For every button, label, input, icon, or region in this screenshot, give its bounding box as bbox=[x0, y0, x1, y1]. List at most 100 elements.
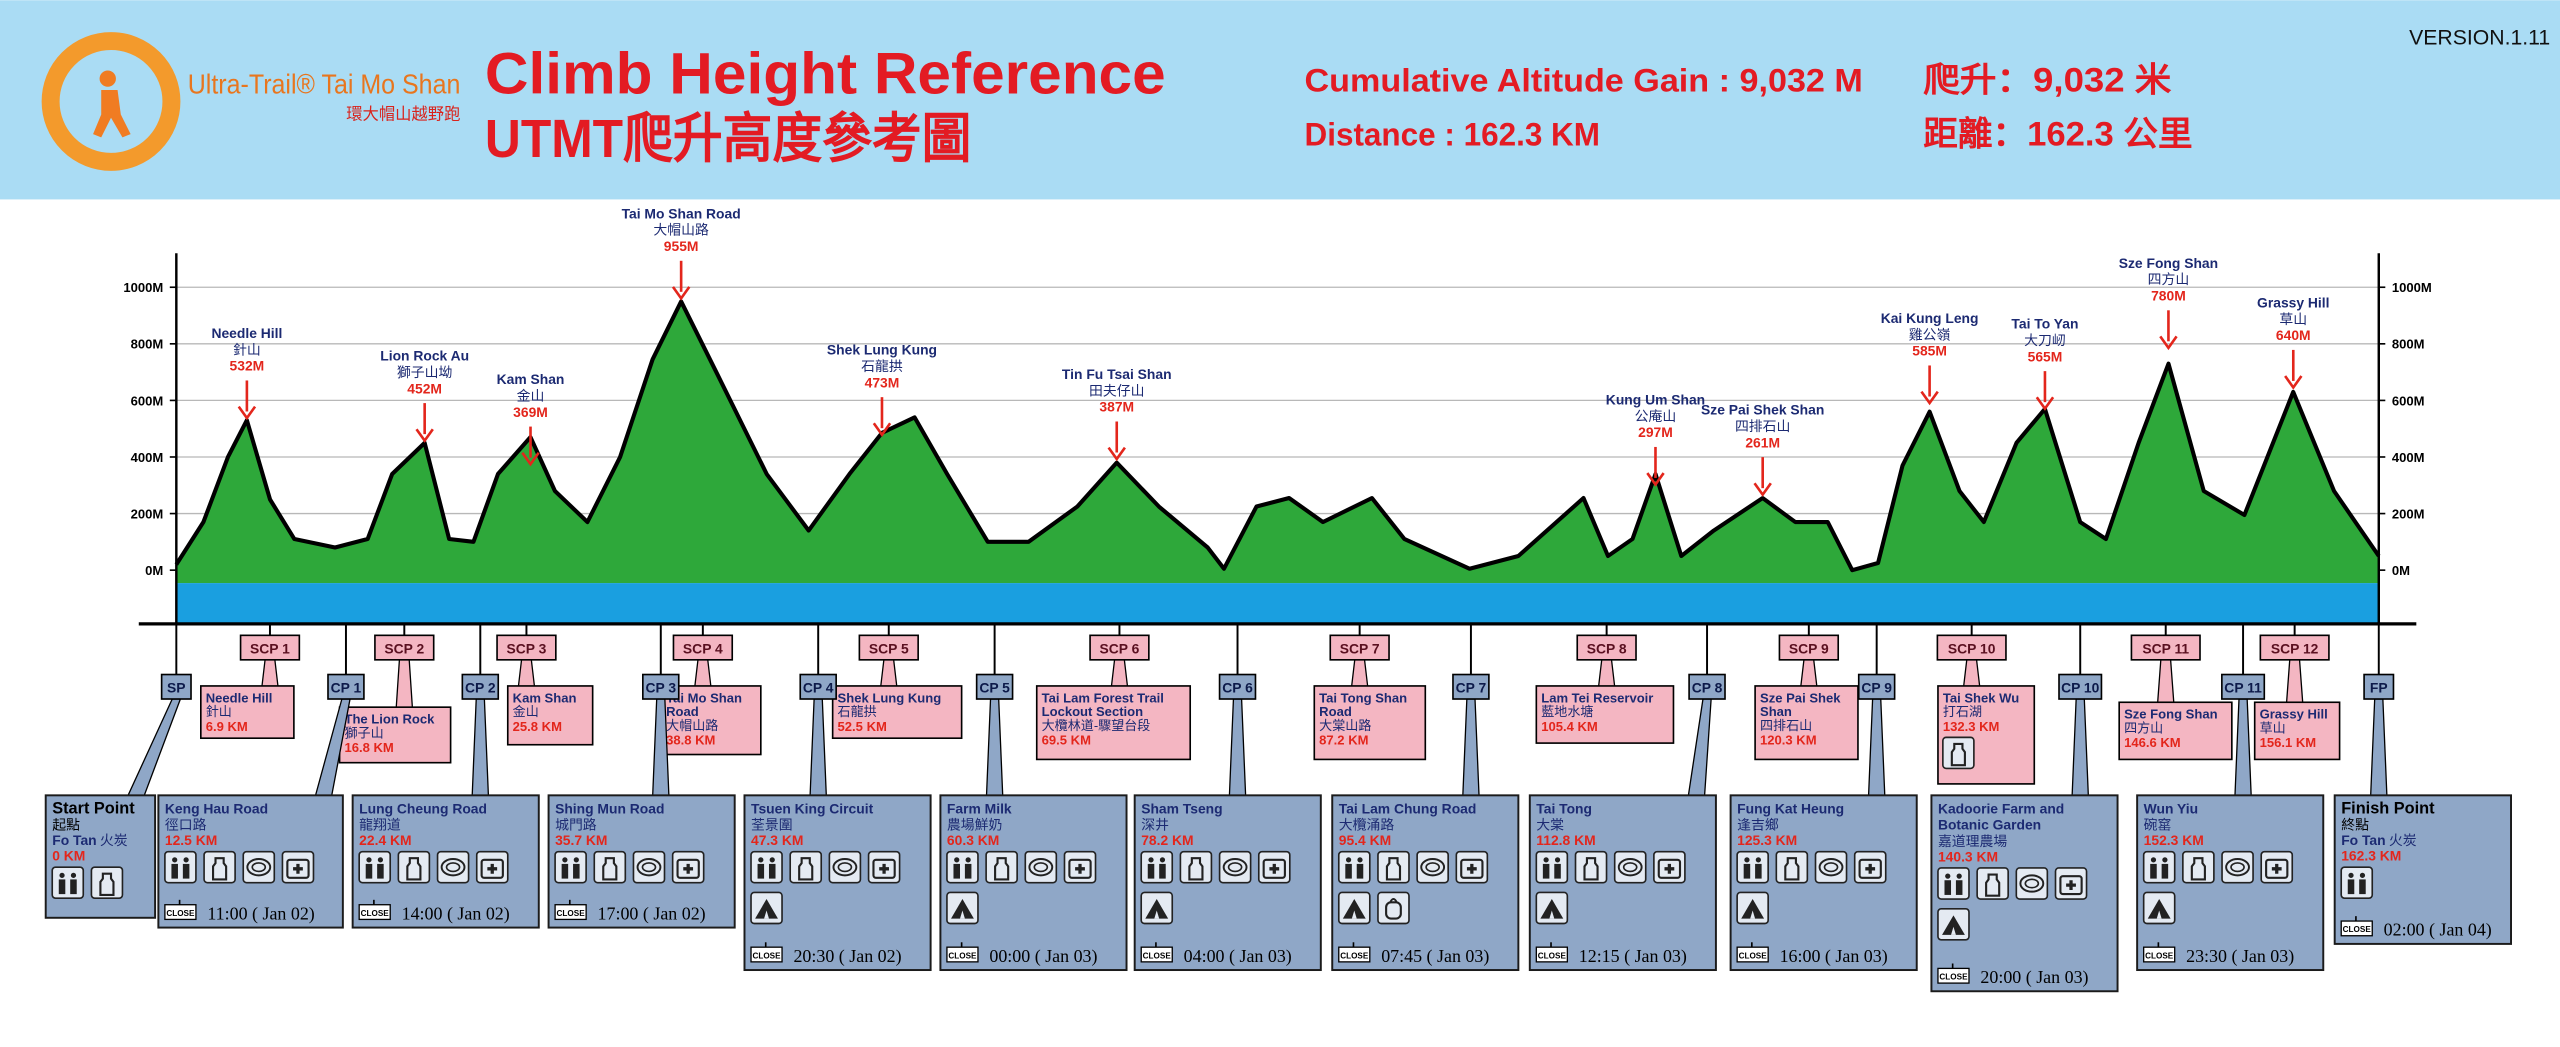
close-time: 23:30 ( Jan 03) bbox=[2186, 946, 2294, 967]
icon-part bbox=[246, 858, 272, 877]
cp-label-box bbox=[1218, 673, 1257, 700]
icon-frame bbox=[242, 850, 276, 884]
icon-food bbox=[632, 850, 666, 884]
close-sign bbox=[1535, 946, 1568, 963]
icon-frame bbox=[1179, 850, 1213, 884]
icon-toilet bbox=[358, 850, 392, 884]
icon-part bbox=[758, 857, 764, 863]
y-tick-label: 200M bbox=[131, 506, 164, 521]
close-time: 20:00 ( Jan 03) bbox=[1980, 967, 2088, 988]
icon-part bbox=[1549, 910, 1555, 919]
cp-place: Fo Tan bbox=[2341, 832, 2385, 848]
icon-part bbox=[1342, 899, 1366, 919]
cp-name-zh: 起點 bbox=[52, 817, 80, 833]
close-sign bbox=[164, 904, 197, 921]
icon-part bbox=[183, 857, 189, 863]
icon-med bbox=[867, 850, 901, 884]
close-label: CLOSE bbox=[948, 951, 977, 960]
logo-runner-head bbox=[99, 70, 116, 87]
icon-med bbox=[2260, 850, 2294, 884]
icon-part bbox=[2359, 879, 2366, 895]
icon-frame bbox=[2142, 850, 2176, 884]
cp-place-zh: 火炭 bbox=[100, 832, 128, 848]
scp-pointer bbox=[395, 659, 414, 710]
close-time: 20:30 ( Jan 02) bbox=[793, 946, 901, 967]
scp-box bbox=[1535, 685, 1675, 744]
icon-part bbox=[70, 872, 77, 878]
icon-part bbox=[960, 910, 965, 919]
cp-label-box bbox=[1452, 673, 1490, 700]
profile-line bbox=[174, 299, 2381, 573]
icon-frame bbox=[2182, 850, 2215, 884]
icon-part bbox=[1345, 857, 1352, 863]
cp-label: FP bbox=[2370, 679, 2388, 695]
close-time: 12:15 ( Jan 03) bbox=[1579, 946, 1687, 967]
cp-label: CP 9 bbox=[1861, 679, 1892, 695]
peak-marker bbox=[2284, 349, 2303, 390]
icon-toilet bbox=[2340, 866, 2374, 900]
icon-part bbox=[1159, 863, 1166, 879]
peak-altitude: 955M bbox=[664, 238, 699, 254]
icon-part bbox=[1985, 873, 2001, 897]
peak-arrow-head bbox=[237, 405, 257, 421]
icon-part bbox=[1951, 926, 1956, 935]
icon-part bbox=[768, 863, 776, 879]
peak-name-zh: 大刀屻 bbox=[2024, 332, 2066, 348]
icon-part bbox=[872, 858, 896, 879]
icon-frame bbox=[985, 850, 1018, 884]
icon-frame bbox=[1942, 736, 1975, 770]
scp-name-zh: 藍地水塘 bbox=[1541, 704, 1593, 719]
scp-distance: 105.4 KM bbox=[1541, 719, 1598, 734]
close-time: 16:00 ( Jan 03) bbox=[1780, 946, 1888, 967]
scp-pointer bbox=[1962, 659, 1981, 689]
icon-food bbox=[2221, 850, 2254, 884]
icon-frame bbox=[1775, 850, 1809, 884]
scp-name-zh: 大欖林道-驟望台段 bbox=[1042, 718, 1151, 733]
icon-frame bbox=[593, 850, 627, 884]
scp-pointer bbox=[261, 659, 279, 689]
peak-altitude: 585M bbox=[1912, 343, 1947, 359]
close-label: CLOSE bbox=[166, 909, 195, 918]
icon-part bbox=[757, 863, 765, 879]
scp-name-zh: 四方山 bbox=[2124, 720, 2163, 735]
icon-tent bbox=[2142, 891, 2176, 925]
icon-part bbox=[480, 858, 504, 879]
cp-distance: 95.4 KM bbox=[1339, 832, 1391, 848]
icon-part bbox=[2066, 880, 2076, 891]
peak-altitude: 297M bbox=[1638, 424, 1673, 440]
icon-part bbox=[440, 858, 466, 877]
y-tick-label: 600M bbox=[131, 393, 164, 408]
y-tick-label: 800M bbox=[131, 337, 164, 352]
icon-part bbox=[1154, 910, 1160, 919]
cp-name-zh: 逢吉鄉 bbox=[1737, 817, 1779, 833]
scp-pointer bbox=[879, 659, 898, 689]
icon-part bbox=[2150, 863, 2157, 879]
icon-toilet bbox=[51, 866, 85, 900]
logo-ring bbox=[41, 32, 181, 171]
scp-name-zh: 大帽山路 bbox=[666, 718, 718, 733]
y2-tick-label: 0M bbox=[2392, 563, 2410, 578]
scp-label: SCP 2 bbox=[384, 640, 424, 656]
icon-frame bbox=[828, 850, 862, 884]
scp-distance: 156.1 KM bbox=[2260, 735, 2317, 750]
cp-name: Lung Cheung Road bbox=[359, 800, 487, 816]
icon-part bbox=[58, 879, 66, 895]
icon-part bbox=[1262, 858, 1286, 879]
scp-label-box bbox=[1329, 634, 1390, 661]
scp-distance: 132.3 KM bbox=[1943, 719, 2000, 734]
close-label: CLOSE bbox=[361, 909, 390, 918]
peak-arrow-head bbox=[671, 286, 691, 301]
icon-part bbox=[2147, 899, 2171, 919]
cp-label-box bbox=[975, 673, 1014, 700]
icon-med bbox=[1653, 850, 1686, 884]
icon-part bbox=[683, 863, 694, 874]
icon-part bbox=[2190, 857, 2206, 881]
icon-food bbox=[242, 850, 276, 884]
y2-tick-label: 1000M bbox=[2392, 280, 2432, 295]
close-label: CLOSE bbox=[1939, 972, 1968, 981]
icon-water bbox=[1976, 867, 2009, 900]
icon-food bbox=[1416, 850, 1449, 884]
icon-frame bbox=[1976, 867, 2009, 900]
icon-part bbox=[879, 863, 889, 874]
icon-water bbox=[1179, 850, 1213, 884]
